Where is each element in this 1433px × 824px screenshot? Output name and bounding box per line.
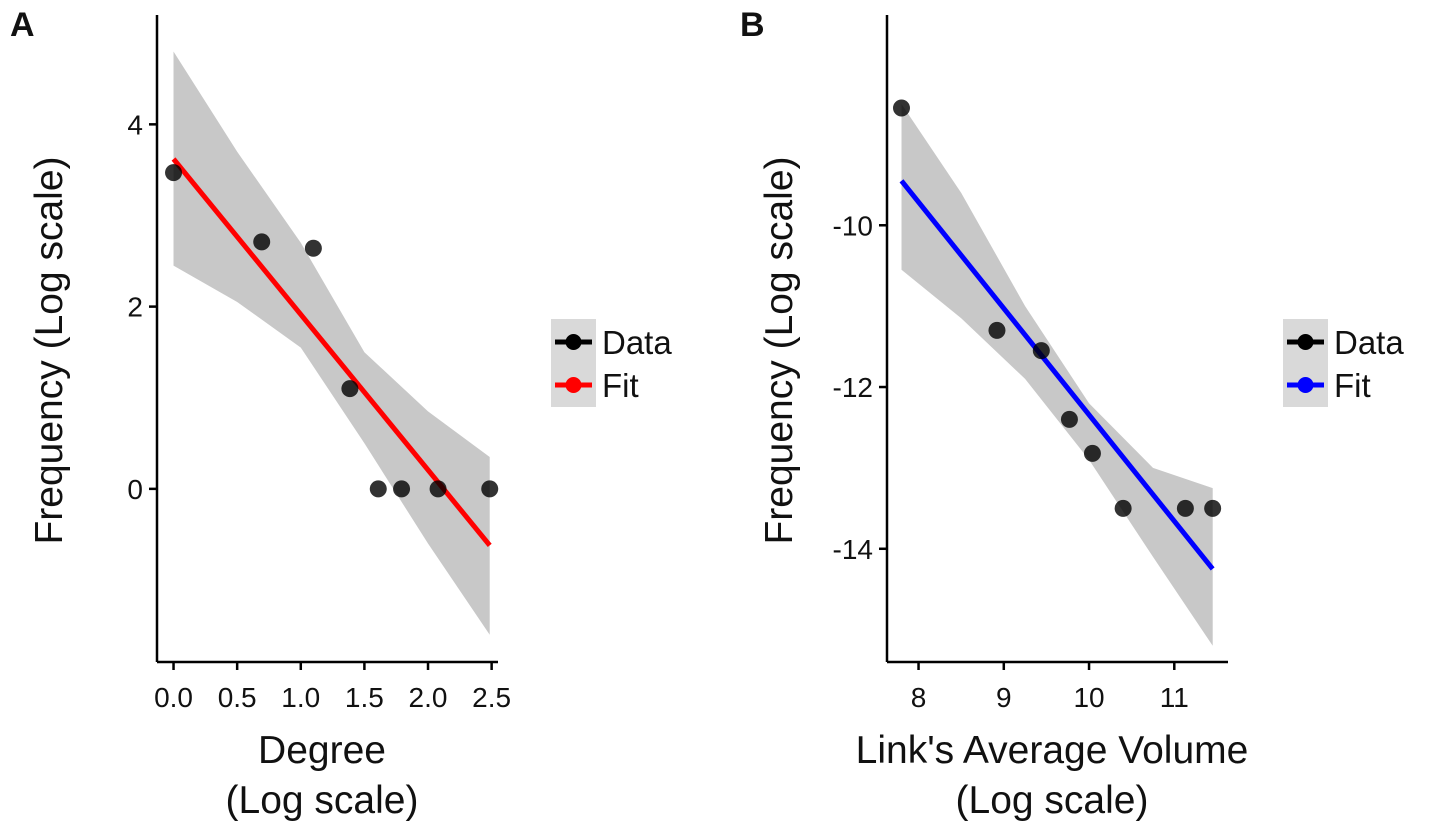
panel-b-legend-key-background (1283, 319, 1328, 407)
panel-a-data-point (253, 233, 271, 251)
panel-b-data-point (1083, 444, 1101, 462)
panel-b-legend-fit-label: Fit (1334, 367, 1371, 404)
panel-a-y-tick-label: 2 (127, 292, 143, 323)
panel-b-fit-line (899, 179, 1215, 571)
panel-b-legend-data-marker (1297, 334, 1314, 350)
panel-b-y-tick-label: -12 (833, 372, 873, 403)
panel-a-data-point (341, 380, 359, 398)
panel-b-y-axis-title: Frequency (Log scale) (758, 156, 801, 544)
panel-a-confidence-band (173, 51, 490, 635)
panel-a-data-point (304, 239, 322, 257)
panel-b-data-point (1176, 499, 1194, 517)
panel-a-x-axis-title-line1: Degree (258, 729, 386, 772)
panel-a: A 0 2 4 0.0 0.5 1.0 1.5 2.0 2.5 Frequency (Log sca… (10, 6, 672, 822)
panel-a-y-tick-label: 4 (127, 109, 143, 140)
panel-b-x-tick-label: 11 (1160, 682, 1189, 713)
panel-b-x-axis-title-line2: (Log scale) (956, 779, 1149, 822)
panel-b-data-point (892, 99, 910, 117)
panel-b-legend-fit-marker (1297, 377, 1314, 393)
panel-a-legend-fit-marker (565, 377, 582, 393)
panel-a-data-point (165, 164, 183, 182)
panel-a-data-point (429, 480, 447, 498)
panel-a-data-point (393, 480, 411, 498)
panel-a-legend-fit-label: Fit (602, 367, 639, 404)
panel-b-data-point (1114, 499, 1132, 517)
panel-b-x-tick-label: 9 (996, 682, 1012, 713)
panel-b-x-axis-title-line1: Link's Average Volume (856, 729, 1249, 772)
panel-b-x-tick-label: 10 (1073, 682, 1104, 713)
panel-b-data-point (1060, 410, 1078, 428)
panel-a-x-tick-label: 1.5 (345, 682, 384, 713)
panel-a-letter: A (10, 6, 35, 44)
panel-b-y-tick-label: -10 (833, 210, 873, 241)
panel-a-legend-data-label: Data (602, 324, 672, 361)
panel-a-data-point (481, 480, 499, 498)
panel-b-data-point (988, 321, 1006, 339)
panel-b-y-tick-label: -14 (833, 534, 873, 565)
panel-a-x-tick-label: 0.0 (154, 682, 193, 713)
panel-a-legend: Data Fit (551, 319, 672, 407)
panel-a-x-tick-label: 2.5 (472, 682, 511, 713)
panel-a-legend-data-marker (565, 334, 582, 350)
panel-b-letter: B (740, 6, 765, 44)
panel-b: B -10 -12 -14 8 9 10 11 Frequency (Log scale) Lin… (740, 6, 1404, 822)
panel-a-x-tick-label: 2.0 (409, 682, 448, 713)
panel-b-data-point (1032, 342, 1050, 360)
panel-b-legend-data-label: Data (1334, 324, 1404, 361)
panel-a-y-axis-title: Frequency (Log scale) (28, 156, 71, 544)
panel-a-y-tick-label: 0 (127, 474, 143, 505)
panel-b-data-point (1204, 499, 1222, 517)
panel-a-x-tick-label: 1.0 (281, 682, 320, 713)
panel-b-legend: Data Fit (1283, 319, 1404, 407)
panel-a-x-axis-title-line2: (Log scale) (226, 779, 419, 822)
panel-a-x-tick-label: 0.5 (218, 682, 257, 713)
panel-b-x-tick-label: 8 (911, 682, 927, 713)
panel-a-legend-key-background (551, 319, 596, 407)
panel-a-data-point (369, 480, 387, 498)
